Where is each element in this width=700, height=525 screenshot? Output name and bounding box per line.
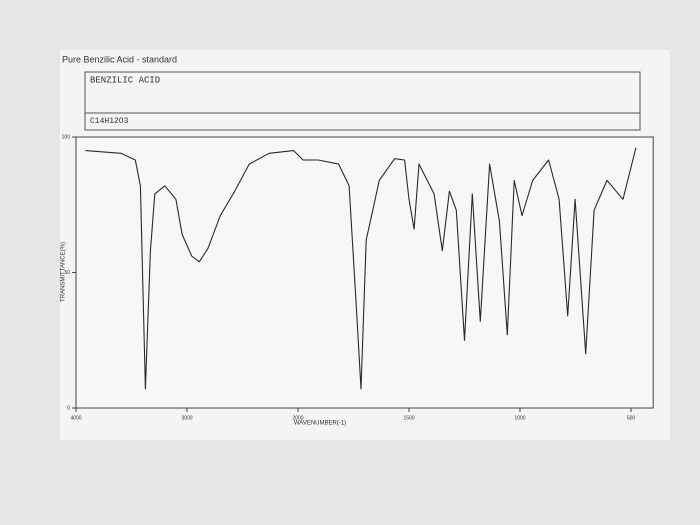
y-tick-label: 50 [64, 270, 70, 276]
formula: C14H12O3 [90, 117, 129, 126]
x-tick-label: 1000 [514, 415, 525, 421]
chart-title: Pure Benzilic Acid - standard [62, 54, 177, 64]
y-tick-label: 100 [62, 134, 71, 140]
x-tick-label: 3000 [181, 415, 192, 421]
compound-name: BENZILIC ACID [90, 75, 160, 85]
y-axis-label: TRANSMITTANCE(%) [61, 242, 67, 302]
spectrum-line [85, 147, 637, 390]
x-tick-label: 2000 [292, 415, 303, 421]
x-tick-label: 1500 [403, 415, 414, 421]
x-axis-label: WAVENUMBER(-1) [294, 421, 346, 427]
y-tick-label: 0 [67, 405, 70, 411]
x-tick-label: 500 [627, 415, 636, 421]
x-tick-label: 4000 [70, 415, 81, 421]
header-box [84, 71, 641, 131]
